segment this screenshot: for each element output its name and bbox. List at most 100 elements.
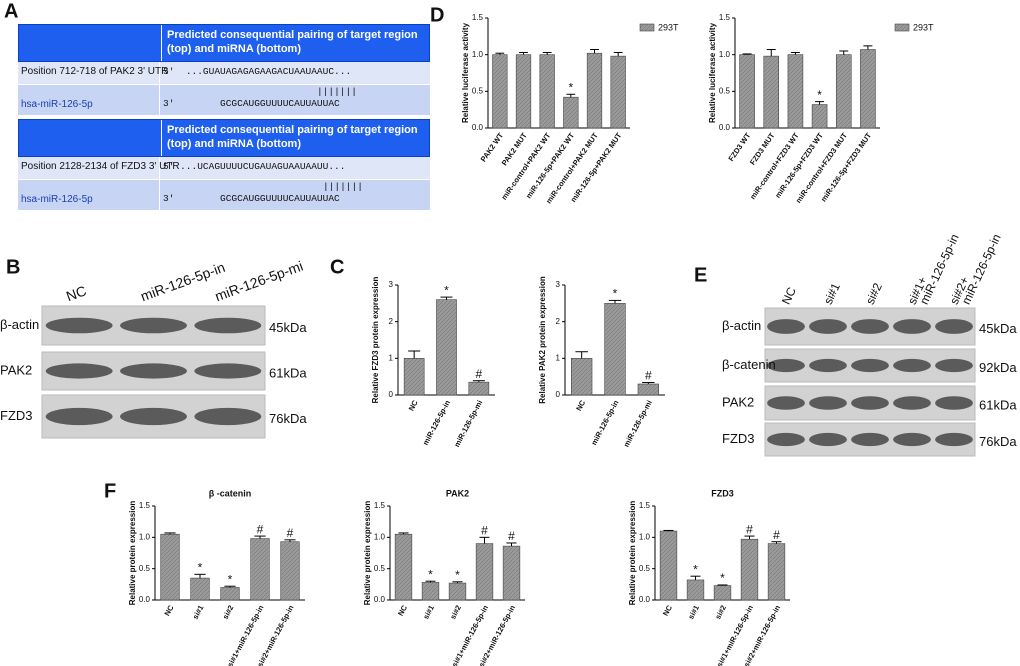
error-bar bbox=[519, 51, 528, 55]
bar-hatch bbox=[250, 538, 270, 600]
bar-hatch bbox=[449, 583, 466, 600]
bar-hatch bbox=[587, 53, 602, 129]
y-axis-label: Relative protein expression bbox=[628, 501, 637, 606]
annotation: # bbox=[508, 529, 515, 543]
legend-label: 293T bbox=[658, 22, 679, 32]
error-bar bbox=[766, 49, 776, 57]
y-tick-label: 2 bbox=[556, 317, 561, 326]
bar-hatch bbox=[741, 539, 758, 600]
blot-band bbox=[809, 396, 847, 410]
size-label: 76kDa bbox=[269, 411, 307, 426]
seq-end: 5' bbox=[163, 66, 175, 77]
error-bar bbox=[839, 50, 849, 55]
panel-letter: A bbox=[4, 0, 18, 22]
y-tick-label: 0.5 bbox=[719, 86, 731, 95]
size-label: 45kDa bbox=[269, 320, 307, 335]
error-bar bbox=[771, 541, 782, 544]
row-label: PAK2 bbox=[722, 394, 754, 409]
error-bar bbox=[479, 536, 490, 544]
chart-title: PAK2 bbox=[446, 488, 469, 498]
annotation: # bbox=[645, 369, 652, 383]
error-bar bbox=[408, 350, 421, 359]
blot-band bbox=[809, 319, 847, 334]
x-tick-label: si#2 bbox=[713, 604, 728, 621]
y-tick-label: 2 bbox=[389, 317, 394, 326]
row-label: hsa-miR-126-5p bbox=[18, 180, 160, 210]
size-label: 61kDa bbox=[979, 397, 1017, 412]
bar-hatch bbox=[190, 578, 210, 600]
bar-hatch bbox=[714, 585, 731, 600]
bar-hatch bbox=[422, 582, 439, 600]
size-label: 45kDa bbox=[979, 321, 1017, 336]
y-axis-label: Relative luciferase activity bbox=[708, 22, 717, 123]
error-bar bbox=[440, 296, 453, 300]
y-axis-label: Relative PAK2 protein expression bbox=[538, 276, 547, 404]
x-tick-label: miR-126-5p-mi bbox=[452, 399, 484, 449]
blot-band bbox=[120, 407, 187, 426]
x-tick-label: NC bbox=[574, 398, 587, 412]
panel-letter: F bbox=[104, 480, 116, 502]
y-tick-label: 0.0 bbox=[374, 595, 386, 604]
blot-band bbox=[120, 363, 187, 379]
lane-label: miR-126-5p-in bbox=[138, 259, 227, 304]
blot-band bbox=[893, 432, 931, 447]
error-bar bbox=[506, 542, 517, 547]
table-header: Predicted consequential pairing of targe… bbox=[18, 24, 430, 62]
error-bar bbox=[744, 535, 755, 540]
x-tick-label: FZD3 WT bbox=[726, 131, 752, 163]
x-tick-label: miR-126-5p-in bbox=[421, 398, 452, 446]
lane-label: si#2 bbox=[863, 280, 885, 306]
blot-band bbox=[45, 317, 113, 334]
y-tick-label: 3 bbox=[389, 280, 394, 289]
blot-band bbox=[809, 432, 847, 447]
bar-hatch bbox=[739, 54, 755, 128]
blot-band bbox=[767, 396, 805, 410]
y-tick-label: 0.5 bbox=[374, 564, 386, 573]
error-bar bbox=[742, 53, 752, 55]
row-label: β-catenin bbox=[722, 357, 776, 372]
annotation: * bbox=[720, 571, 725, 585]
y-axis-label: Relative protein expression bbox=[363, 501, 372, 606]
annotation: # bbox=[287, 526, 294, 540]
size-label: 61kDa bbox=[269, 365, 307, 380]
pairing-table: Predicted consequential pairing of targe… bbox=[18, 24, 430, 116]
seq-end: 3' bbox=[163, 193, 175, 204]
error-bar bbox=[224, 585, 236, 588]
error-bar bbox=[608, 299, 622, 304]
bar-hatch bbox=[836, 54, 852, 128]
seq-end: 5' bbox=[163, 161, 175, 172]
error-bar bbox=[398, 532, 409, 535]
annotation: * bbox=[428, 567, 433, 581]
target-row: Position 2128-2134 of FZD3 3' UTR 5' ...U… bbox=[18, 157, 430, 180]
bar-hatch bbox=[763, 56, 779, 129]
error-bar bbox=[452, 581, 463, 584]
x-tick-label: si#2 bbox=[221, 604, 236, 621]
lane-label: NC bbox=[779, 285, 799, 307]
error-bar bbox=[495, 52, 505, 55]
bar-hatch bbox=[787, 54, 803, 128]
blot-band bbox=[194, 317, 262, 334]
y-tick-label: 1.0 bbox=[472, 50, 484, 59]
table-header: Predicted consequential pairing of targe… bbox=[18, 119, 430, 157]
bar-hatch bbox=[160, 534, 180, 600]
annotation: * bbox=[613, 287, 618, 301]
x-tick-label: NC bbox=[396, 603, 409, 617]
bar-hatch bbox=[492, 54, 508, 128]
y-tick-label: 0.5 bbox=[472, 86, 484, 95]
y-tick-label: 0.0 bbox=[472, 123, 484, 132]
y-tick-label: 0 bbox=[389, 390, 394, 399]
error-bar bbox=[613, 51, 623, 57]
x-tick-label: si#2 bbox=[448, 604, 463, 621]
error-bar bbox=[566, 93, 576, 98]
seq-end: 3' bbox=[163, 98, 175, 109]
blot-band bbox=[935, 432, 973, 447]
pairing: ||||||| bbox=[317, 86, 357, 97]
bar-hatch bbox=[660, 531, 677, 600]
panel-letter: D bbox=[430, 4, 444, 26]
error-bar bbox=[642, 382, 655, 384]
blot-band bbox=[935, 358, 973, 373]
blot-band bbox=[851, 432, 889, 447]
size-label: 76kDa bbox=[979, 434, 1017, 449]
lane-label: miR-126-5p-mi bbox=[213, 258, 305, 305]
bar-hatch bbox=[503, 546, 520, 600]
